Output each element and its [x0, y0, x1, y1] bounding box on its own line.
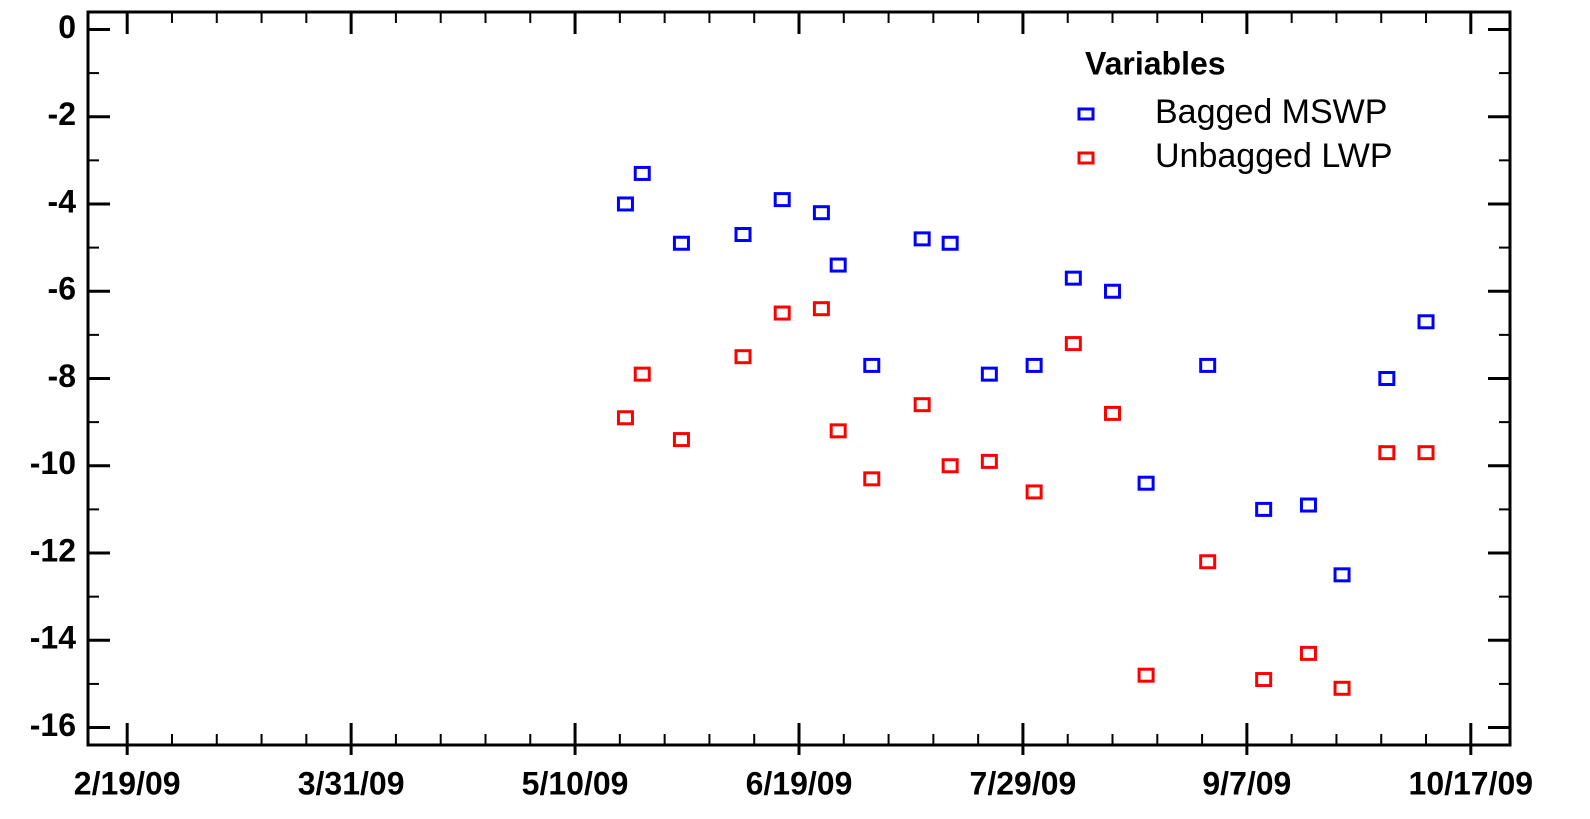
point [1333, 680, 1351, 696]
point [633, 165, 651, 181]
point [616, 410, 634, 426]
legend-label: Bagged MSWP [1155, 93, 1387, 131]
x-tick-label: 7/29/09 [970, 765, 1077, 801]
point [1199, 357, 1217, 373]
point [863, 357, 881, 373]
y-tick-label: -16 [30, 707, 76, 743]
point [1299, 645, 1317, 661]
y-tick-label: -10 [30, 445, 76, 481]
point [1378, 371, 1396, 386]
legend-title: Variables [1085, 45, 1226, 81]
point [812, 205, 830, 221]
point [1333, 567, 1351, 583]
point [1299, 497, 1317, 513]
point [913, 397, 931, 413]
legend-marker [1077, 107, 1095, 121]
point [1025, 484, 1043, 500]
point [616, 196, 634, 212]
point [913, 231, 931, 247]
point [941, 235, 959, 251]
x-tick-label: 10/17/09 [1409, 765, 1534, 801]
point [1104, 405, 1122, 421]
point [1104, 283, 1122, 299]
x-tick-label: 3/31/09 [298, 765, 405, 801]
point [1137, 667, 1155, 683]
y-tick-label: -4 [48, 183, 77, 219]
x-tick-label: 2/19/09 [74, 765, 181, 801]
point [829, 423, 847, 439]
x-tick-label: 9/7/09 [1202, 765, 1291, 801]
y-tick-label: -6 [48, 271, 76, 307]
y-tick-label: -14 [30, 620, 76, 656]
legend-label: Unbagged LWP [1155, 137, 1393, 175]
point [734, 349, 752, 365]
point [1064, 270, 1082, 286]
point [980, 366, 998, 382]
point [829, 257, 847, 273]
point [1025, 357, 1043, 373]
point [1255, 501, 1273, 517]
x-tick-label: 5/10/09 [522, 765, 629, 801]
point [1417, 445, 1435, 461]
point [941, 458, 959, 474]
point [773, 192, 791, 208]
point [1417, 314, 1435, 330]
point [734, 227, 752, 243]
legend-marker [1077, 151, 1095, 165]
y-tick-label: -8 [48, 358, 76, 394]
y-tick-label: 0 [58, 9, 76, 45]
point [863, 471, 881, 487]
point [672, 432, 690, 448]
y-tick-label: -2 [48, 96, 76, 132]
point [1378, 445, 1396, 461]
point [1137, 475, 1155, 491]
point [672, 235, 690, 251]
point [1199, 554, 1217, 570]
point [980, 453, 998, 469]
point [812, 301, 830, 317]
point [1064, 336, 1082, 352]
point [633, 366, 651, 382]
y-tick-label: -12 [30, 532, 76, 568]
point [773, 305, 791, 321]
point [1255, 672, 1273, 688]
x-tick-label: 6/19/09 [746, 765, 853, 801]
